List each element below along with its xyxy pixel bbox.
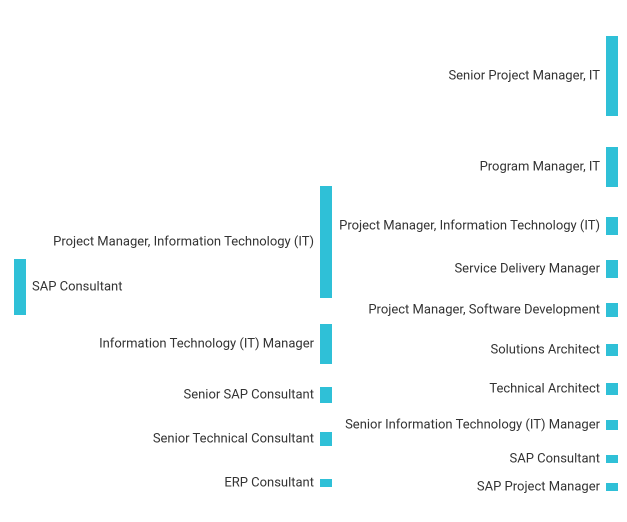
sankey-node-label: Program Manager, IT [480, 159, 601, 174]
sankey-node[interactable] [320, 324, 332, 364]
sankey-node[interactable] [320, 186, 332, 298]
sankey-link [26, 308, 320, 436]
sankey-node-label: SAP Consultant [32, 279, 122, 294]
sankey-node[interactable] [606, 36, 618, 116]
nodes-layer: SAP Consultant Project Manager, Informati… [14, 36, 618, 494]
sankey-node[interactable] [606, 344, 618, 356]
sankey-node[interactable] [606, 217, 618, 235]
sankey-link [332, 96, 606, 332]
sankey-node-label: SAP Project Manager [477, 479, 601, 494]
sankey-node[interactable] [606, 483, 618, 491]
sankey-node[interactable] [606, 260, 618, 278]
sankey-node[interactable] [320, 432, 332, 446]
sankey-node-label: Solutions Architect [491, 342, 601, 357]
sankey-node-label: ERP Consultant [224, 475, 314, 490]
sankey-node-label: Service Delivery Manager [454, 261, 600, 276]
sankey-node-label: Project Manager, Information Technology … [339, 218, 600, 233]
sankey-node-label: Project Manager, Information Technology … [53, 234, 314, 249]
sankey-node-label: Information Technology (IT) Manager [99, 336, 315, 351]
sankey-node[interactable] [14, 259, 26, 315]
sankey-node-label: SAP Consultant [510, 451, 600, 466]
sankey-node-label: Senior Project Manager, IT [448, 68, 600, 83]
sankey-node-label: Project Manager, Software Development [368, 302, 600, 317]
sankey-node-label: Senior SAP Consultant [184, 387, 314, 402]
sankey-node[interactable] [606, 383, 618, 395]
sankey-node-label: Senior Technical Consultant [153, 431, 314, 446]
sankey-node[interactable] [606, 303, 618, 317]
sankey-link [332, 217, 606, 350]
sankey-node-label: Senior Information Technology (IT) Manag… [345, 417, 601, 432]
sankey-node[interactable] [606, 455, 618, 463]
sankey-node[interactable] [606, 420, 618, 430]
sankey-link [26, 291, 320, 336]
sankey-node[interactable] [320, 479, 332, 487]
sankey-diagram: SAP Consultant Project Manager, Informati… [0, 0, 627, 522]
sankey-node-label: Technical Architect [489, 381, 600, 396]
sankey-node[interactable] [320, 387, 332, 403]
sankey-node[interactable] [606, 147, 618, 187]
